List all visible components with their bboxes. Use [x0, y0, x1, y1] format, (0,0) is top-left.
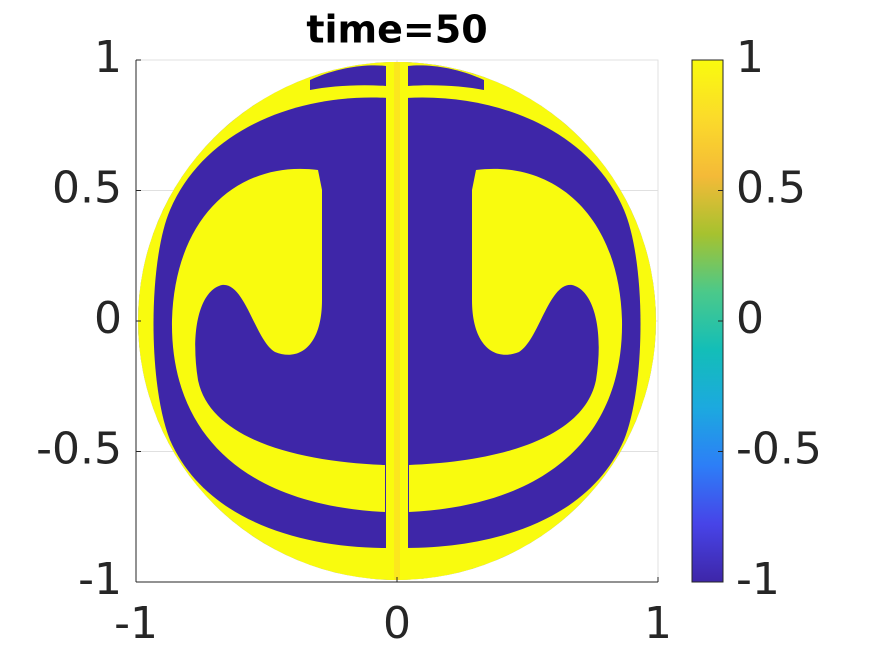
y-tick-label: -1 [78, 554, 122, 605]
colorbar-tick-label: 0 [736, 293, 764, 344]
colorbar-tick-label: -0.5 [736, 424, 822, 475]
y-tick-label: 1 [94, 32, 122, 83]
field [138, 62, 656, 580]
y-tick-label: 0.5 [52, 163, 122, 214]
y-tick-label: 0 [94, 293, 122, 344]
colorbar-tick-label: 0.5 [736, 163, 806, 214]
colorbar-tick-label: 1 [736, 32, 764, 83]
right-half [406, 65, 641, 548]
x-tick-label: 0 [383, 598, 411, 649]
x-tick-label: 1 [644, 598, 672, 649]
left-half [153, 65, 388, 548]
colorbar-tick-label: -1 [736, 554, 780, 605]
chart-title: time=50 [306, 8, 487, 52]
x-tick-label: -1 [114, 598, 158, 649]
y-tick-label: -0.5 [36, 424, 122, 475]
colorbar [691, 59, 724, 583]
